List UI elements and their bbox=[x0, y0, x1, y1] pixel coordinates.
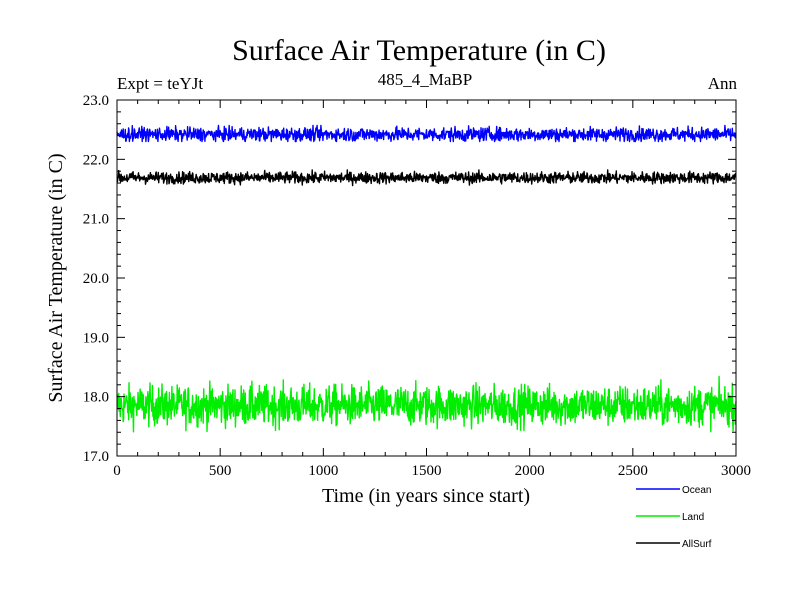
plot-frame bbox=[116, 99, 737, 457]
x-tick-label: 0 bbox=[113, 463, 121, 479]
legend-label-ocean: Ocean bbox=[682, 485, 711, 496]
y-tick-label: 23.0 bbox=[83, 93, 109, 109]
x-tick-label: 500 bbox=[209, 463, 232, 479]
chart-title: Surface Air Temperature (in C) bbox=[232, 34, 606, 67]
ticks-layer: 0 500 1000 1500 2000 2500 3000 17.0 18.0 19.0 20.0… bbox=[83, 93, 751, 479]
legend-label-allsurf: AllSurf bbox=[682, 539, 712, 550]
series-line-land bbox=[116, 375, 737, 433]
y-tick-label: 20.0 bbox=[83, 271, 109, 287]
y-axis-label: Surface Air Temperature (in C) bbox=[45, 153, 67, 402]
x-tick-label: 2000 bbox=[515, 463, 545, 479]
x-tick-label: 1000 bbox=[308, 463, 338, 479]
x-tick-label: 1500 bbox=[412, 463, 442, 479]
x-tick-label: 2500 bbox=[618, 463, 648, 479]
y-tick-label: 18.0 bbox=[83, 390, 109, 406]
series-line-ocean bbox=[116, 124, 737, 143]
experiment-label: Expt = teYJt bbox=[117, 74, 203, 93]
y-tick-label: 21.0 bbox=[83, 212, 109, 228]
y-tick-label: 22.0 bbox=[83, 152, 109, 168]
x-tick-label: 3000 bbox=[721, 463, 751, 479]
legend-label-land: Land bbox=[682, 512, 704, 523]
chart-subtitle: 485_4_MaBP bbox=[378, 70, 472, 89]
y-tick-label: 19.0 bbox=[83, 330, 109, 346]
series-layer bbox=[116, 124, 737, 433]
legend: Ocean Land AllSurf bbox=[636, 485, 712, 550]
x-axis-label: Time (in years since start) bbox=[322, 485, 530, 507]
y-tick-label: 17.0 bbox=[83, 449, 109, 465]
period-label: Ann bbox=[708, 74, 738, 93]
series-line-allsurf bbox=[116, 169, 737, 187]
